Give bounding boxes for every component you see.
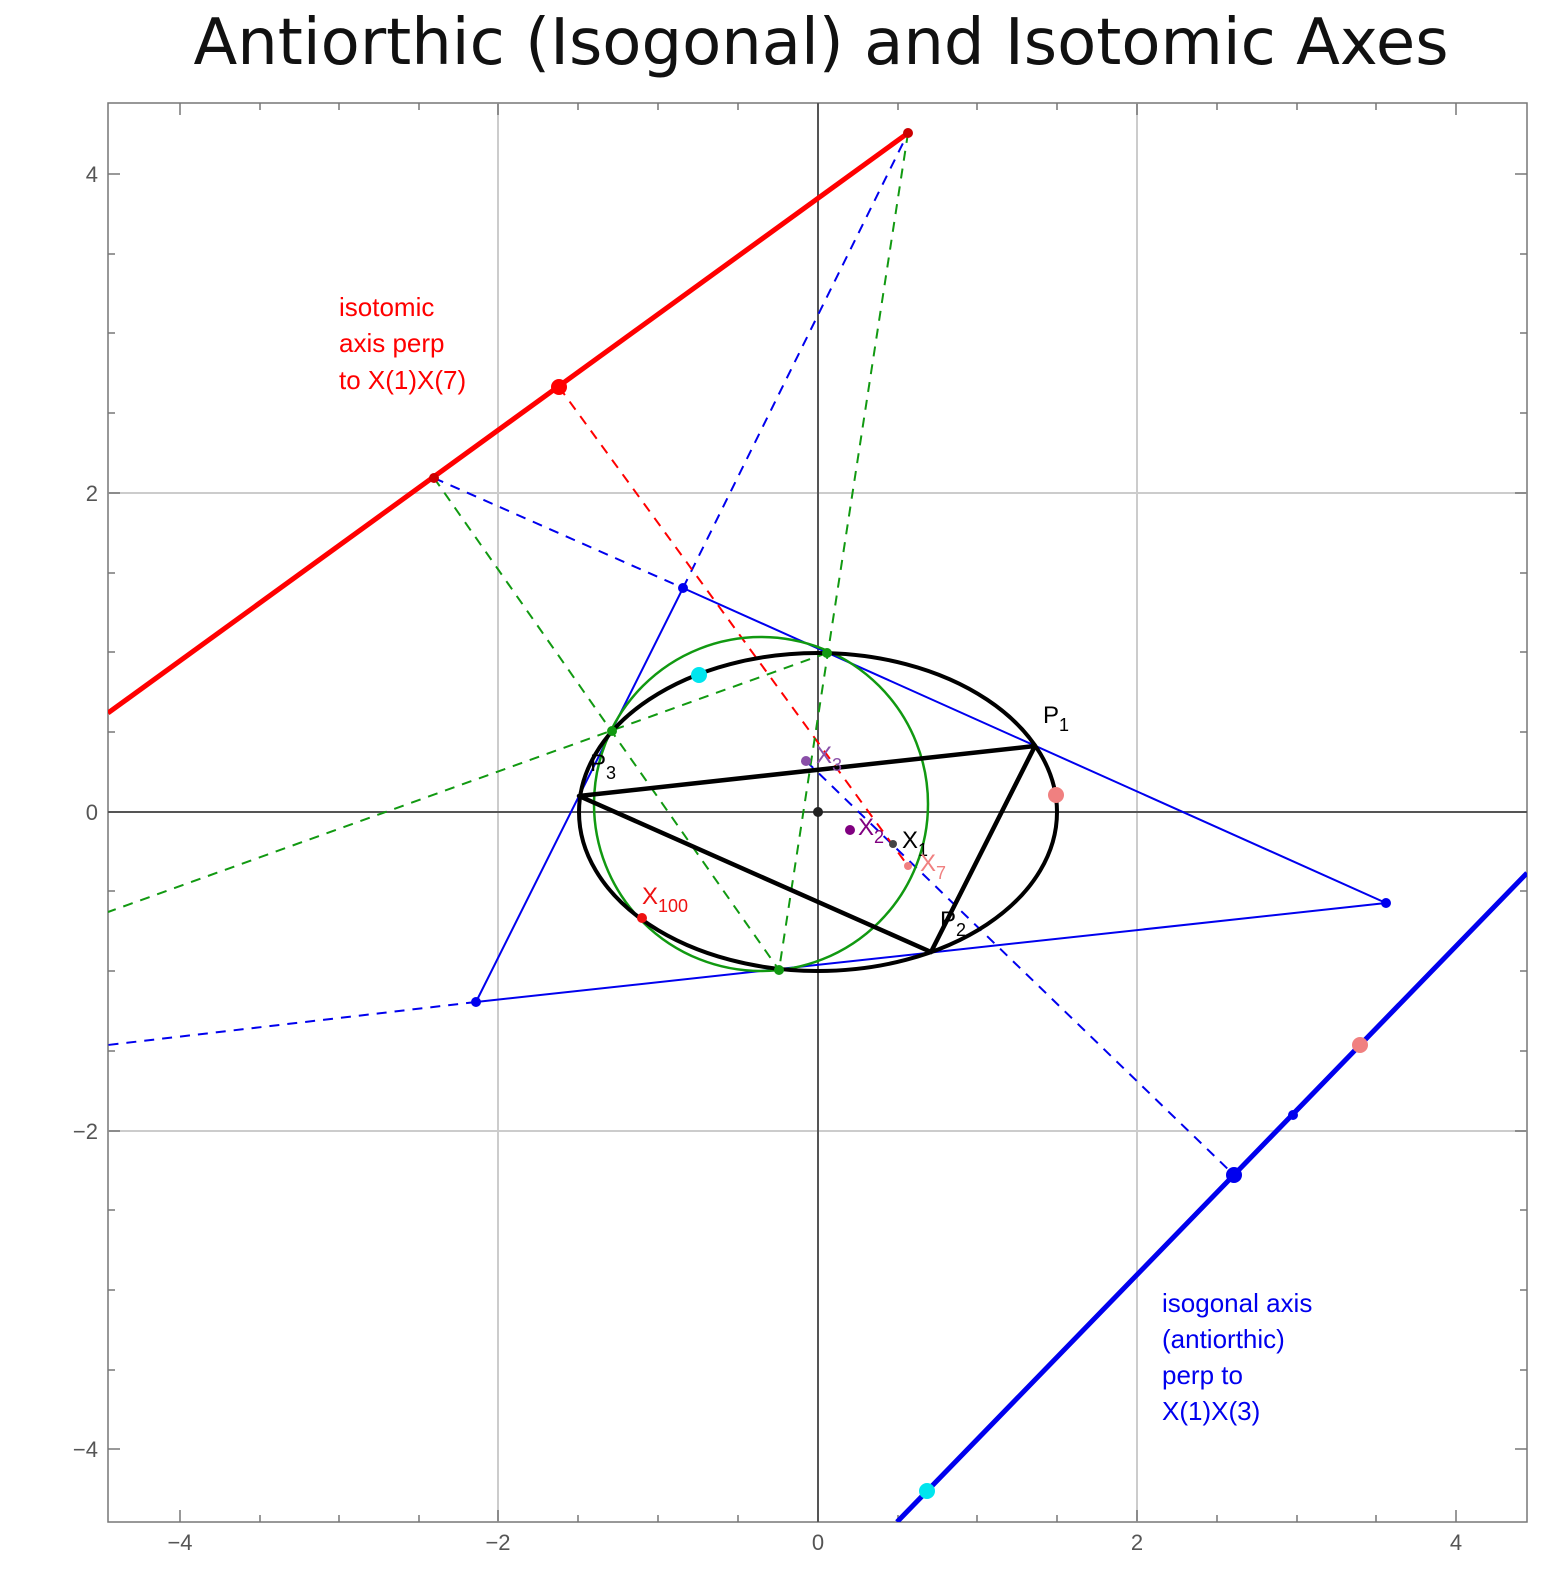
isogonal-axis-line bbox=[895, 871, 1527, 1522]
green-dashed-lines bbox=[108, 132, 909, 971]
isotomic-axis-line bbox=[108, 130, 910, 716]
point-cyan bbox=[919, 1483, 935, 1499]
isotomic-note-line: isotomic bbox=[339, 292, 434, 322]
point-blue bbox=[1381, 898, 1391, 908]
point-x100 bbox=[637, 913, 647, 923]
y-tick-label: 2 bbox=[86, 481, 98, 506]
point-x3 bbox=[801, 756, 811, 766]
point-x7 bbox=[904, 862, 912, 870]
label-x3: X3 bbox=[816, 742, 842, 775]
isogonal-note-line: (antiorthic) bbox=[1162, 1324, 1285, 1354]
point-blue bbox=[471, 997, 481, 1007]
blue-dashed-extension bbox=[433, 477, 684, 589]
point-green bbox=[607, 726, 617, 736]
y-tick-label: 0 bbox=[86, 800, 98, 825]
x-tick-label: 0 bbox=[812, 1530, 824, 1555]
x-tick-labels: −4 −2 0 2 4 bbox=[167, 1530, 1462, 1555]
point-red-large bbox=[551, 379, 567, 395]
point-salmon bbox=[1352, 1037, 1368, 1053]
y-tick-label: −4 bbox=[73, 1437, 98, 1462]
point-cyan bbox=[691, 667, 707, 683]
y-tick-label: −2 bbox=[73, 1119, 98, 1144]
point-blue bbox=[1288, 1110, 1298, 1120]
red-dashed-perpendicular bbox=[558, 386, 909, 867]
triangle-p1p2p3 bbox=[576, 743, 1038, 955]
diagram-title: Antiorthic (Isogonal) and Isotomic Axes bbox=[193, 6, 1449, 80]
label-x100: X100 bbox=[642, 883, 688, 916]
point-green bbox=[774, 965, 784, 975]
isotomic-annotation: isotomic axis perp to X(1)X(7) bbox=[339, 292, 466, 395]
point-x2 bbox=[845, 825, 855, 835]
point-green bbox=[822, 648, 832, 658]
x-tick-label: −2 bbox=[485, 1530, 510, 1555]
label-p3: P3 bbox=[590, 750, 616, 783]
label-p1: P1 bbox=[1043, 702, 1069, 735]
blue-dashed-perpendicular bbox=[805, 760, 1235, 1176]
x-tick-label: −4 bbox=[167, 1530, 192, 1555]
blue-dashed-extension bbox=[108, 1001, 477, 1046]
point-x1 bbox=[889, 840, 897, 848]
green-dashed-line bbox=[778, 132, 909, 971]
point-blue-large bbox=[1226, 1167, 1242, 1183]
label-p2: P2 bbox=[940, 907, 966, 940]
black-ellipse bbox=[577, 651, 1059, 973]
blue-triangle bbox=[475, 587, 1387, 1003]
green-dashed-line bbox=[108, 652, 828, 913]
isogonal-note-line: X(1)X(3) bbox=[1162, 1396, 1260, 1426]
point-salmon bbox=[1048, 787, 1064, 803]
isogonal-note-line: isogonal axis bbox=[1162, 1288, 1312, 1318]
isogonal-note-line: perp to bbox=[1162, 1360, 1243, 1390]
isotomic-note-line: axis perp bbox=[339, 328, 445, 358]
green-dashed-line bbox=[433, 477, 780, 971]
isotomic-note-line: to X(1)X(7) bbox=[339, 365, 466, 395]
point-red bbox=[429, 473, 439, 483]
point-red-top bbox=[903, 128, 913, 138]
x-tick-label: 4 bbox=[1450, 1530, 1462, 1555]
isogonal-annotation: isogonal axis (antiorthic) perp to X(1)X… bbox=[1162, 1288, 1312, 1426]
x-tick-label: 2 bbox=[1131, 1530, 1143, 1555]
points bbox=[429, 128, 1391, 1499]
point-origin bbox=[813, 807, 823, 817]
y-tick-label: 4 bbox=[86, 162, 98, 187]
label-x1: X1 bbox=[902, 827, 928, 860]
label-x2: X2 bbox=[858, 814, 884, 847]
y-tick-labels: 4 2 0 −2 −4 bbox=[73, 162, 98, 1462]
tick-marks bbox=[108, 103, 1527, 1522]
point-blue bbox=[678, 583, 688, 593]
blue-dashed-extension bbox=[682, 132, 909, 589]
blue-dashed-lines bbox=[108, 132, 1235, 1176]
label-x7: X7 bbox=[920, 850, 946, 883]
